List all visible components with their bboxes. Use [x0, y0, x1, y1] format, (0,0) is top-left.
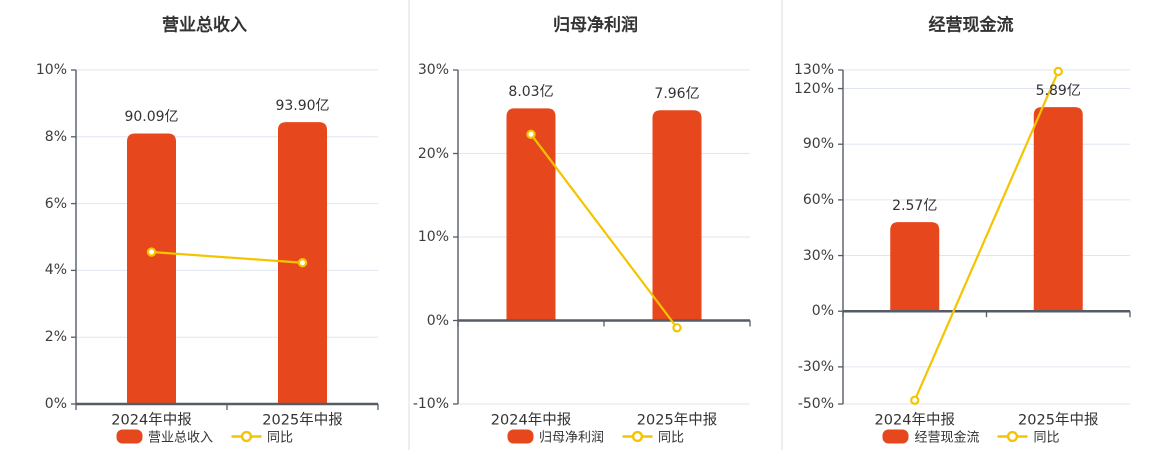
legend-label: 归母净利润 — [538, 430, 604, 446]
y-axis-label: 120% — [793, 80, 834, 97]
x-axis-label: 2024年中报 — [111, 412, 192, 429]
y-axis-label: 30% — [802, 247, 834, 264]
y-axis-label: 10% — [35, 62, 67, 78]
y-axis-label: 10% — [417, 229, 449, 245]
y-axis-label: 60% — [802, 191, 834, 208]
y-axis-label: 90% — [802, 136, 834, 153]
x-axis-label: 2025年中报 — [636, 412, 718, 429]
y-axis-label: 4% — [44, 262, 67, 279]
y-axis-label: 20% — [417, 145, 449, 162]
y-axis-label: 2% — [44, 329, 67, 346]
yoy-point-2025年中报[interactable] — [297, 258, 308, 268]
yoy-point-2025年中报[interactable] — [672, 323, 682, 333]
legend-item-bar-series[interactable]: 经营现金流 — [882, 427, 980, 446]
bar-value-label: 7.96亿 — [654, 86, 700, 103]
y-axis-label: -10% — [412, 396, 449, 412]
bar-2024年中报[interactable] — [506, 108, 556, 321]
bar-2025年中报[interactable] — [1033, 107, 1083, 312]
y-axis-label: 30% — [417, 62, 449, 78]
bar-series-swatch-icon — [882, 429, 909, 443]
yoy-line — [530, 133, 678, 329]
line-series-marker-icon — [231, 430, 261, 442]
y-axis-label: 130% — [793, 62, 834, 78]
chart-title: 经营现金流 — [928, 15, 1014, 36]
bar-2024年中报[interactable] — [127, 133, 176, 404]
bar-series-swatch-icon — [506, 429, 533, 443]
yoy-line — [913, 71, 1060, 401]
y-axis-label: 0% — [811, 303, 834, 320]
legend-label: 同比 — [658, 430, 685, 446]
yoy-point-2024年中报[interactable] — [146, 247, 157, 257]
yoy-line — [151, 250, 303, 264]
legend-label: 同比 — [267, 430, 294, 446]
yoy-point-2024年中报[interactable] — [910, 395, 920, 405]
y-axis-label: 0% — [44, 396, 67, 412]
bar-value-label: 93.90亿 — [275, 98, 330, 115]
x-axis-label: 2024年中报 — [874, 412, 955, 429]
chart-title: 营业总收入 — [162, 15, 247, 36]
legend-item-line-series[interactable]: 同比 — [622, 427, 684, 446]
line-series-marker-icon — [997, 430, 1028, 442]
chart-title: 归母净利润 — [553, 15, 638, 36]
x-axis-label: 2025年中报 — [262, 412, 343, 429]
legend-item-line-series[interactable]: 同比 — [997, 427, 1060, 446]
x-axis-label: 2025年中报 — [1018, 412, 1099, 429]
yoy-point-2024年中报[interactable] — [526, 129, 536, 139]
yoy-point-2025年中报[interactable] — [1053, 66, 1063, 77]
legend-item-bar-series[interactable]: 归母净利润 — [506, 427, 604, 446]
line-series-marker-icon — [622, 430, 652, 442]
bar-2025年中报[interactable] — [652, 110, 702, 321]
bar-value-label: 5.89亿 — [1035, 83, 1081, 100]
legend-label: 同比 — [1033, 430, 1060, 446]
bar-value-label: 90.09亿 — [124, 109, 179, 126]
bar-value-label: 8.03亿 — [508, 84, 554, 101]
legend-item-bar-series[interactable]: 营业总收入 — [115, 427, 213, 446]
y-axis-label: -30% — [797, 358, 834, 375]
legend: 营业总收入 同比 — [115, 427, 293, 446]
bar-series-swatch-icon — [115, 429, 142, 443]
legend-label: 营业总收入 — [147, 430, 213, 446]
legend-item-line-series[interactable]: 同比 — [231, 427, 293, 446]
legend-label: 经营现金流 — [914, 430, 980, 446]
legend: 经营现金流 同比 — [882, 427, 1060, 446]
y-axis-label: 6% — [44, 195, 67, 212]
y-axis-label: 0% — [426, 312, 449, 329]
x-axis-label: 2024年中报 — [490, 412, 572, 429]
bar-value-label: 2.57亿 — [892, 198, 938, 215]
y-axis-label: -50% — [797, 396, 834, 412]
legend: 归母净利润 同比 — [506, 427, 684, 446]
y-axis-label: 8% — [44, 128, 67, 145]
bar-2024年中报[interactable] — [890, 222, 940, 312]
